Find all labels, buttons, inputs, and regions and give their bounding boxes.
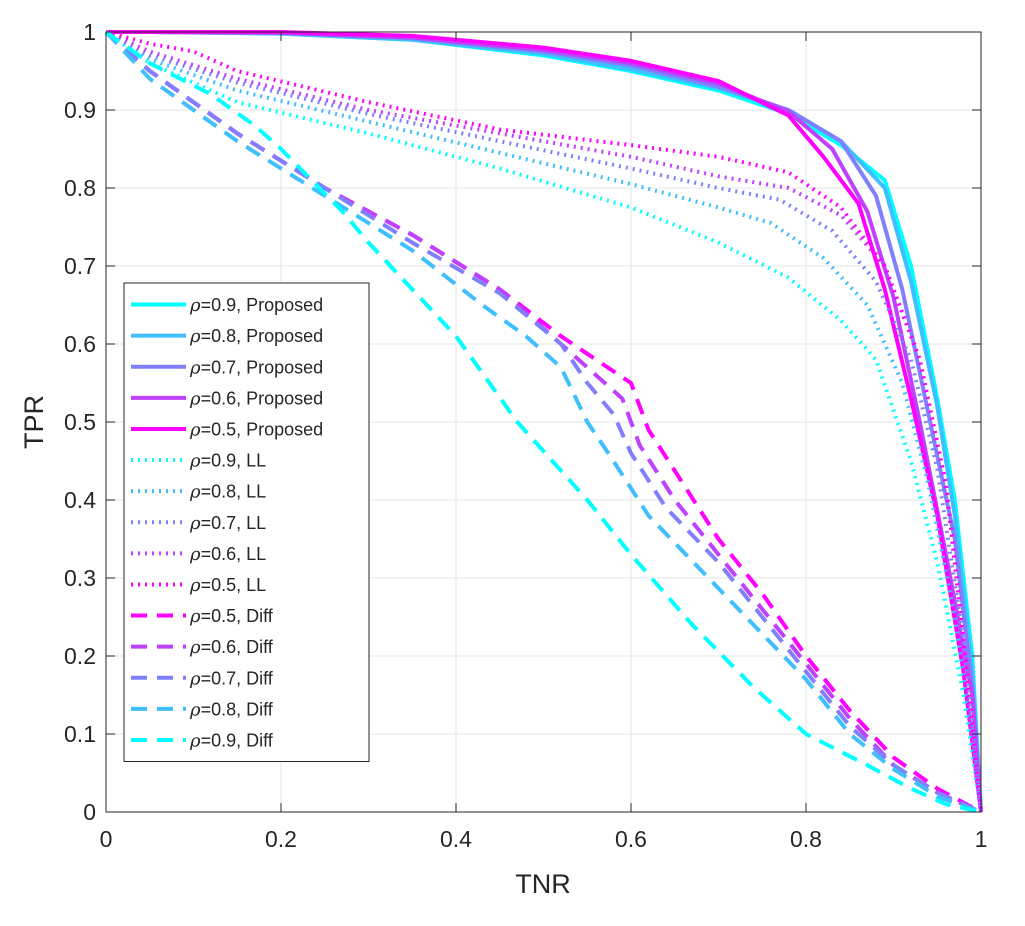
x-tick-label: 0 bbox=[100, 826, 113, 852]
legend-entry: ρ=0.7, LL bbox=[189, 513, 266, 534]
legend-label: =0.7, LL bbox=[201, 513, 267, 533]
x-tick-label: 0.4 bbox=[440, 826, 472, 852]
legend-label: =0.9, Proposed bbox=[201, 295, 324, 315]
legend-label: =0.9, LL bbox=[201, 451, 267, 471]
legend-rho: ρ bbox=[189, 482, 201, 503]
y-tick-label: 0.3 bbox=[64, 565, 96, 591]
y-tick-label: 1 bbox=[83, 19, 96, 45]
legend-entry: ρ=0.9, Diff bbox=[189, 730, 274, 751]
series-line-dashed-10 bbox=[104, 30, 982, 814]
legend-entry: ρ=0.8, Diff bbox=[189, 699, 274, 720]
legend-label: =0.5, Diff bbox=[201, 606, 274, 626]
x-axis-label: TNR bbox=[515, 869, 571, 899]
legend-label: =0.7, Diff bbox=[201, 668, 274, 688]
series-line-dashed-11 bbox=[104, 30, 982, 814]
x-tick-label: 0.8 bbox=[790, 826, 822, 852]
legend-box bbox=[123, 282, 370, 762]
y-tick-label: 0.4 bbox=[64, 487, 96, 513]
legend-rho: ρ bbox=[189, 295, 201, 316]
legend-label: =0.8, Diff bbox=[201, 699, 274, 719]
x-tick-label: 0.2 bbox=[265, 826, 297, 852]
legend-label: =0.8, Proposed bbox=[201, 326, 324, 346]
legend-label: =0.6, Diff bbox=[201, 637, 274, 657]
legend-rho: ρ bbox=[189, 699, 201, 720]
series-line-dotted-5 bbox=[104, 30, 983, 813]
series-line-dashed-13 bbox=[104, 30, 982, 814]
legend-rho: ρ bbox=[189, 637, 201, 658]
legend-label: =0.7, Proposed bbox=[201, 357, 324, 377]
legend-rho: ρ bbox=[189, 668, 201, 689]
legend-label: =0.6, LL bbox=[201, 544, 267, 564]
series-line-solid-4 bbox=[106, 30, 983, 813]
legend-label: =0.8, LL bbox=[201, 482, 267, 502]
legend-entry: ρ=0.5, Proposed bbox=[189, 419, 323, 440]
legend-rho: ρ bbox=[189, 419, 201, 440]
legend-label: =0.5, Proposed bbox=[201, 419, 324, 439]
legend-rho: ρ bbox=[189, 575, 201, 596]
legend-label: =0.9, Diff bbox=[201, 730, 274, 750]
ticks bbox=[105, 31, 982, 813]
legend-entry: ρ=0.5, LL bbox=[189, 575, 266, 596]
y-tick-label: 0 bbox=[83, 799, 96, 825]
legend-entry: ρ=0.6, LL bbox=[189, 544, 266, 565]
series-layer bbox=[104, 30, 983, 814]
legend-rho: ρ bbox=[189, 326, 201, 347]
legend-entry: ρ=0.5, Diff bbox=[189, 606, 274, 627]
y-tick-label: 0.6 bbox=[64, 331, 96, 357]
x-tick-labels: 0 0.2 0.4 0.6 0.8 1 bbox=[100, 826, 988, 852]
legend-rho: ρ bbox=[189, 357, 201, 378]
legend-rho: ρ bbox=[189, 388, 201, 409]
y-tick-label: 0.1 bbox=[64, 721, 96, 747]
y-tick-label: 0.8 bbox=[64, 175, 96, 201]
series-line-dashed-14 bbox=[104, 30, 982, 814]
y-tick-label: 0.5 bbox=[64, 409, 96, 435]
legend-rho: ρ bbox=[189, 606, 201, 627]
series-line-dotted-9 bbox=[105, 30, 983, 813]
y-tick-label: 0.9 bbox=[64, 97, 96, 123]
legend-entry: ρ=0.6, Diff bbox=[189, 637, 274, 658]
legend-rho: ρ bbox=[189, 730, 201, 751]
legend-entry: ρ=0.7, Proposed bbox=[189, 357, 323, 378]
legend-label: =0.5, LL bbox=[201, 575, 267, 595]
legend-entry: ρ=0.6, Proposed bbox=[189, 388, 323, 409]
series-line-dotted-6 bbox=[104, 30, 983, 813]
y-tick-labels: 0 0.1 0.2 0.3 0.4 0.5 0.6 0.7 0.8 0.9 1 bbox=[64, 19, 96, 825]
series-line-dotted-8 bbox=[105, 30, 983, 813]
legend-rho: ρ bbox=[189, 451, 201, 472]
x-tick-label: 0.6 bbox=[615, 826, 647, 852]
legend-entry: ρ=0.8, LL bbox=[189, 482, 266, 503]
legend-rho: ρ bbox=[189, 544, 201, 565]
series-line-dotted-7 bbox=[105, 30, 983, 813]
y-axis-label: TPR bbox=[19, 395, 49, 449]
x-tick-label: 1 bbox=[975, 826, 988, 852]
legend-rho: ρ bbox=[189, 513, 201, 534]
legend-entry: ρ=0.9, LL bbox=[189, 451, 266, 472]
legend-label: =0.6, Proposed bbox=[201, 388, 324, 408]
legend-entry: ρ=0.9, Proposed bbox=[189, 295, 323, 316]
y-tick-label: 0.7 bbox=[64, 253, 96, 279]
legend-entry: ρ=0.8, Proposed bbox=[189, 326, 323, 347]
y-tick-label: 0.2 bbox=[64, 643, 96, 669]
series-line-dashed-12 bbox=[104, 30, 982, 814]
legend-entry: ρ=0.7, Diff bbox=[189, 668, 274, 689]
